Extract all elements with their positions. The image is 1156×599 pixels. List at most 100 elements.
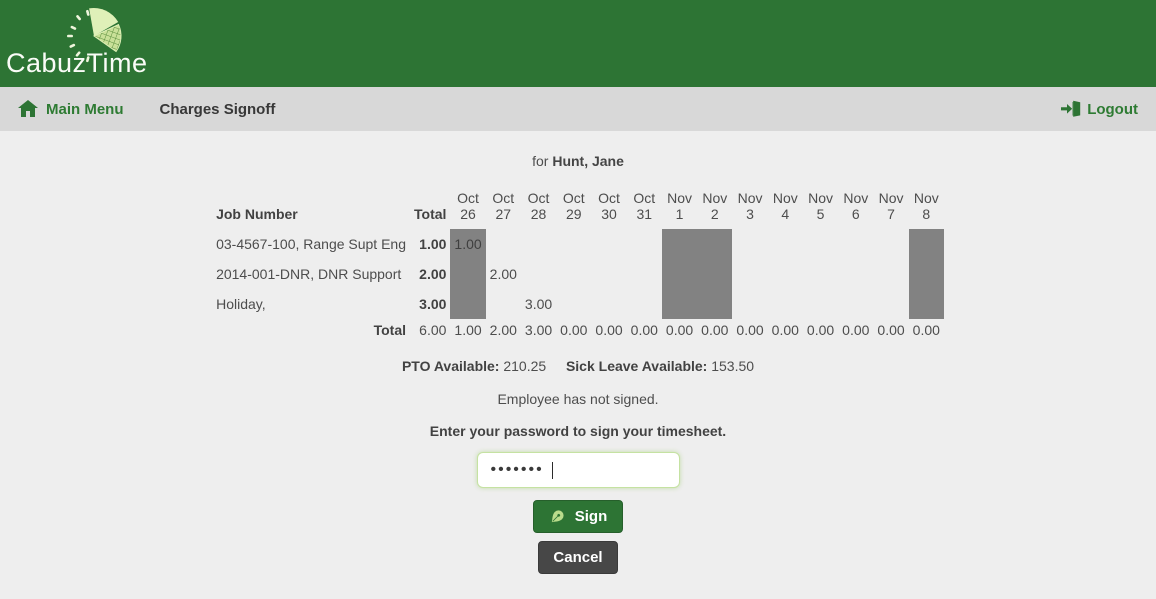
day-cell	[768, 289, 803, 319]
day-cell	[556, 259, 591, 289]
day-cell	[697, 259, 733, 289]
day-column-month: Nov	[878, 190, 904, 206]
sick-leave-value: 153.50	[711, 358, 755, 374]
day-cell	[661, 289, 698, 319]
sign-button-label: Sign	[574, 508, 608, 525]
day-cell	[661, 259, 698, 289]
day-column-day: 30	[601, 206, 617, 222]
sign-button[interactable]: Sign	[532, 500, 624, 533]
day-total-cell: 0.00	[842, 322, 870, 338]
day-total-cell: 0.00	[560, 322, 588, 338]
day-total-cell: 0.00	[806, 322, 835, 338]
day-total-cell: 1.00	[454, 322, 482, 338]
day-cell	[803, 289, 838, 319]
day-total-cell: 0.00	[736, 322, 764, 338]
nav-main-menu-label: Main Menu	[46, 100, 124, 118]
day-column-day: 1	[675, 206, 684, 222]
day-cell	[556, 229, 591, 259]
day-cell	[591, 229, 626, 259]
logout-icon	[1061, 100, 1081, 117]
day-total-cell: 2.00	[489, 322, 517, 338]
day-cell	[661, 229, 698, 259]
cancel-button-row: Cancel	[0, 533, 1156, 574]
day-total-cell: 0.00	[665, 322, 694, 338]
day-column-month: Nov	[843, 190, 869, 206]
day-cell	[803, 229, 838, 259]
password-input[interactable]	[476, 452, 680, 488]
day-cell	[908, 259, 944, 289]
day-column-day: 26	[460, 206, 476, 222]
charges-signoff-page: for Hunt, Jane Oct Oct Oct Oct Oct Oct Nov Nov N…	[0, 153, 1156, 574]
day-column-month: Oct	[562, 190, 585, 206]
job-row: 03-4567-100, Range Supt Eng 1.00 1.00	[212, 229, 944, 259]
day-column-day: 28	[530, 206, 547, 222]
day-column-month: Nov	[772, 190, 798, 206]
day-column-day: 29	[566, 206, 582, 222]
day-cell: 3.00	[524, 296, 553, 312]
job-row-total: 2.00	[419, 266, 447, 282]
day-cell	[591, 259, 626, 289]
day-cell	[873, 289, 908, 319]
brand-name: CabuzTime	[6, 48, 148, 78]
day-column-month: Nov	[702, 190, 728, 206]
password-prompt: Enter your password to sign your timeshe…	[429, 423, 727, 439]
day-cell	[768, 229, 803, 259]
for-label: for	[532, 153, 549, 169]
day-total-cell: 0.00	[877, 322, 905, 338]
day-column-day: 8	[922, 206, 931, 222]
day-column-month: Oct	[598, 190, 620, 206]
day-total-cell: 0.00	[912, 322, 940, 338]
pto-value: 210.25	[503, 358, 547, 374]
job-row: 2014-001-DNR, DNR Support 2.00 2.00	[212, 259, 944, 289]
day-cell	[732, 259, 767, 289]
day-column-day: 2	[710, 206, 719, 222]
day-cell	[908, 229, 944, 259]
day-cell	[521, 259, 556, 289]
day-column-month: Oct	[527, 190, 550, 206]
password-field-wrapper	[476, 452, 680, 488]
month-header-row: Oct Oct Oct Oct Oct Oct Nov Nov Nov Nov Nov Nov Nov N…	[212, 186, 944, 206]
cancel-button[interactable]: Cancel	[538, 541, 618, 574]
sick-leave-label: Sick Leave Available:	[565, 358, 708, 374]
day-column-month: Oct	[457, 190, 479, 206]
job-number-header: Job Number	[216, 206, 298, 222]
day-cell	[768, 259, 803, 289]
day-column-month: Nov	[737, 190, 763, 206]
day-column-day: 5	[816, 206, 825, 222]
job-name: Holiday,	[216, 296, 266, 312]
total-header: Total	[414, 206, 447, 222]
leave-balances-line: PTO Available: 210.25 Sick Leave Availab…	[0, 358, 1156, 374]
grand-total: 6.00	[419, 322, 447, 338]
app-header: CabuzTime	[0, 0, 1156, 87]
job-row-total: 1.00	[419, 236, 447, 252]
day-cell	[838, 259, 873, 289]
sign-button-row: Sign	[0, 488, 1156, 533]
brand[interactable]: CabuzTime	[0, 0, 220, 87]
nav-charges-signoff: Charges Signoff	[159, 100, 276, 118]
day-column-day: 3	[746, 206, 754, 222]
day-total-cell: 3.00	[524, 322, 553, 338]
day-total-cell: 0.00	[630, 322, 658, 338]
day-cell: 1.00	[450, 229, 486, 259]
day-cell	[486, 229, 521, 259]
nav-main-menu[interactable]: Main Menu	[18, 100, 124, 118]
day-cell	[450, 289, 486, 319]
cancel-button-label: Cancel	[553, 549, 603, 566]
day-cell	[556, 289, 591, 319]
day-cell	[838, 289, 873, 319]
day-cell	[521, 229, 556, 259]
day-total-cell: 0.00	[595, 322, 623, 338]
day-cell	[873, 229, 908, 259]
pen-icon	[551, 510, 564, 523]
job-row-total: 3.00	[419, 296, 447, 312]
day-column-month: Nov	[913, 190, 939, 206]
day-cell	[838, 229, 873, 259]
day-cell	[627, 289, 662, 319]
day-column-month: Nov	[808, 190, 833, 206]
day-column-month: Oct	[492, 190, 515, 206]
day-header-row: Job Number Total 26 27 28 29 30 31 1 2 3 4 5 6 7 8	[212, 206, 944, 229]
day-cell	[627, 259, 662, 289]
logout-link[interactable]: Logout	[1061, 100, 1138, 118]
day-cell	[697, 289, 733, 319]
signature-status: Employee has not signed.	[497, 391, 659, 407]
